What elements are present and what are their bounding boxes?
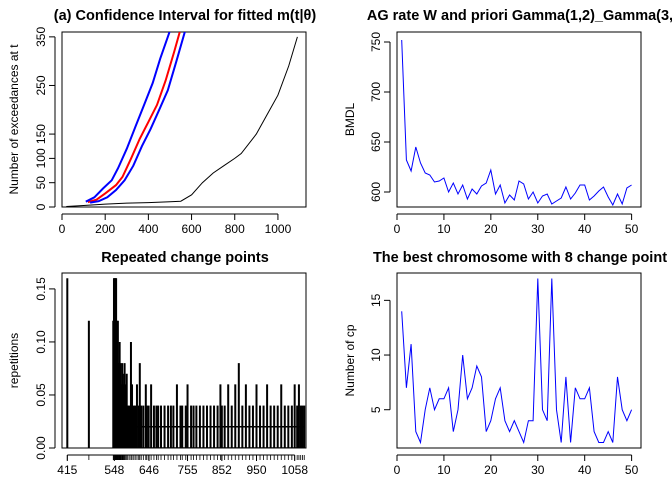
- y-tick-label: 600: [369, 182, 383, 202]
- plot-frame: [396, 272, 642, 449]
- x-tick-label: 0: [394, 222, 401, 236]
- x-tick-label: 646: [139, 463, 159, 477]
- y-tick-label: 750: [369, 32, 383, 52]
- chart-title: AG rate W and priori Gamma(1,2)_Gamma(3,: [367, 8, 672, 24]
- y-tick-label: 0.00: [34, 436, 48, 460]
- x-tick-label: 1058: [281, 463, 308, 477]
- panel-3: Repeated change points repetitions 415 548 6…: [7, 250, 308, 477]
- y-axis-label: Number of cp: [343, 324, 357, 396]
- x-tick-label: 1000: [265, 222, 292, 236]
- series-line-2: [87, 32, 181, 204]
- y-tick-label: 0.05: [34, 383, 48, 407]
- x-tick-label: 40: [578, 222, 592, 236]
- x-tick-label: 30: [531, 222, 545, 236]
- plot-area: [401, 278, 633, 445]
- y-tick-label: 10: [369, 348, 383, 362]
- x-tick-label: 0: [59, 222, 66, 236]
- x-tick-label: 600: [182, 222, 202, 236]
- plot-area: [401, 39, 632, 207]
- y-tick-label: 0: [34, 203, 48, 210]
- y-axis-label: Number of exceedances at t: [7, 44, 21, 195]
- x-tick-label: 800: [225, 222, 245, 236]
- x-tick-label: 30: [531, 463, 545, 477]
- y-tick-label: 350: [34, 27, 48, 47]
- y-tick-label: 150: [34, 124, 48, 144]
- x-tick-label: 852: [212, 463, 232, 477]
- y-tick-label: 100: [34, 148, 48, 168]
- y-tick-label: 0.15: [34, 277, 48, 301]
- panel-1: (a) Confidence Interval for fitted m(t|θ…: [7, 8, 316, 236]
- y-tick-label: 50: [34, 176, 48, 190]
- y-tick-label: 250: [34, 75, 48, 95]
- plot-frame: [396, 31, 642, 208]
- x-tick-label: 10: [437, 222, 451, 236]
- x-tick-label: 50: [625, 222, 639, 236]
- x-tick-label: 20: [484, 463, 498, 477]
- y-axis-label: BMDL: [343, 103, 357, 137]
- y-tick-label: 650: [369, 132, 383, 152]
- chart-title: (a) Confidence Interval for fitted m(t|θ…: [54, 8, 317, 24]
- series-line-1: [66, 36, 298, 207]
- x-tick-label: 415: [57, 463, 77, 477]
- panel-2: AG rate W and priori Gamma(1,2)_Gamma(3,…: [343, 8, 672, 236]
- panel-4: The best chromosome with 8 change point N…: [343, 250, 667, 477]
- series-line-1: [401, 39, 632, 207]
- y-tick-label: 5: [369, 406, 383, 413]
- x-tick-label: 50: [625, 463, 639, 477]
- x-tick-label: 950: [246, 463, 266, 477]
- x-tick-label: 400: [138, 222, 158, 236]
- series-line-4: [89, 32, 186, 204]
- y-tick-label: 15: [369, 293, 383, 307]
- x-tick-label: 200: [95, 222, 115, 236]
- x-tick-label: 755: [178, 463, 198, 477]
- y-tick-label: 700: [369, 82, 383, 102]
- plot-frame: [61, 31, 307, 208]
- x-tick-label: 0: [394, 463, 401, 477]
- x-tick-label: 548: [104, 463, 124, 477]
- y-tick-label: 0.10: [34, 330, 48, 354]
- series-line-1: [401, 278, 633, 445]
- y-axis-label: repetitions: [7, 333, 21, 388]
- x-tick-label: 40: [578, 463, 592, 477]
- plot-area: [66, 278, 306, 448]
- chart-title: Repeated change points: [101, 250, 269, 266]
- plot-area: [66, 32, 298, 207]
- x-tick-label: 10: [437, 463, 451, 477]
- plot-frame: [61, 272, 307, 449]
- x-tick-label: 20: [484, 222, 498, 236]
- chart-title: The best chromosome with 8 change point: [373, 250, 667, 266]
- series-line-3: [85, 32, 171, 203]
